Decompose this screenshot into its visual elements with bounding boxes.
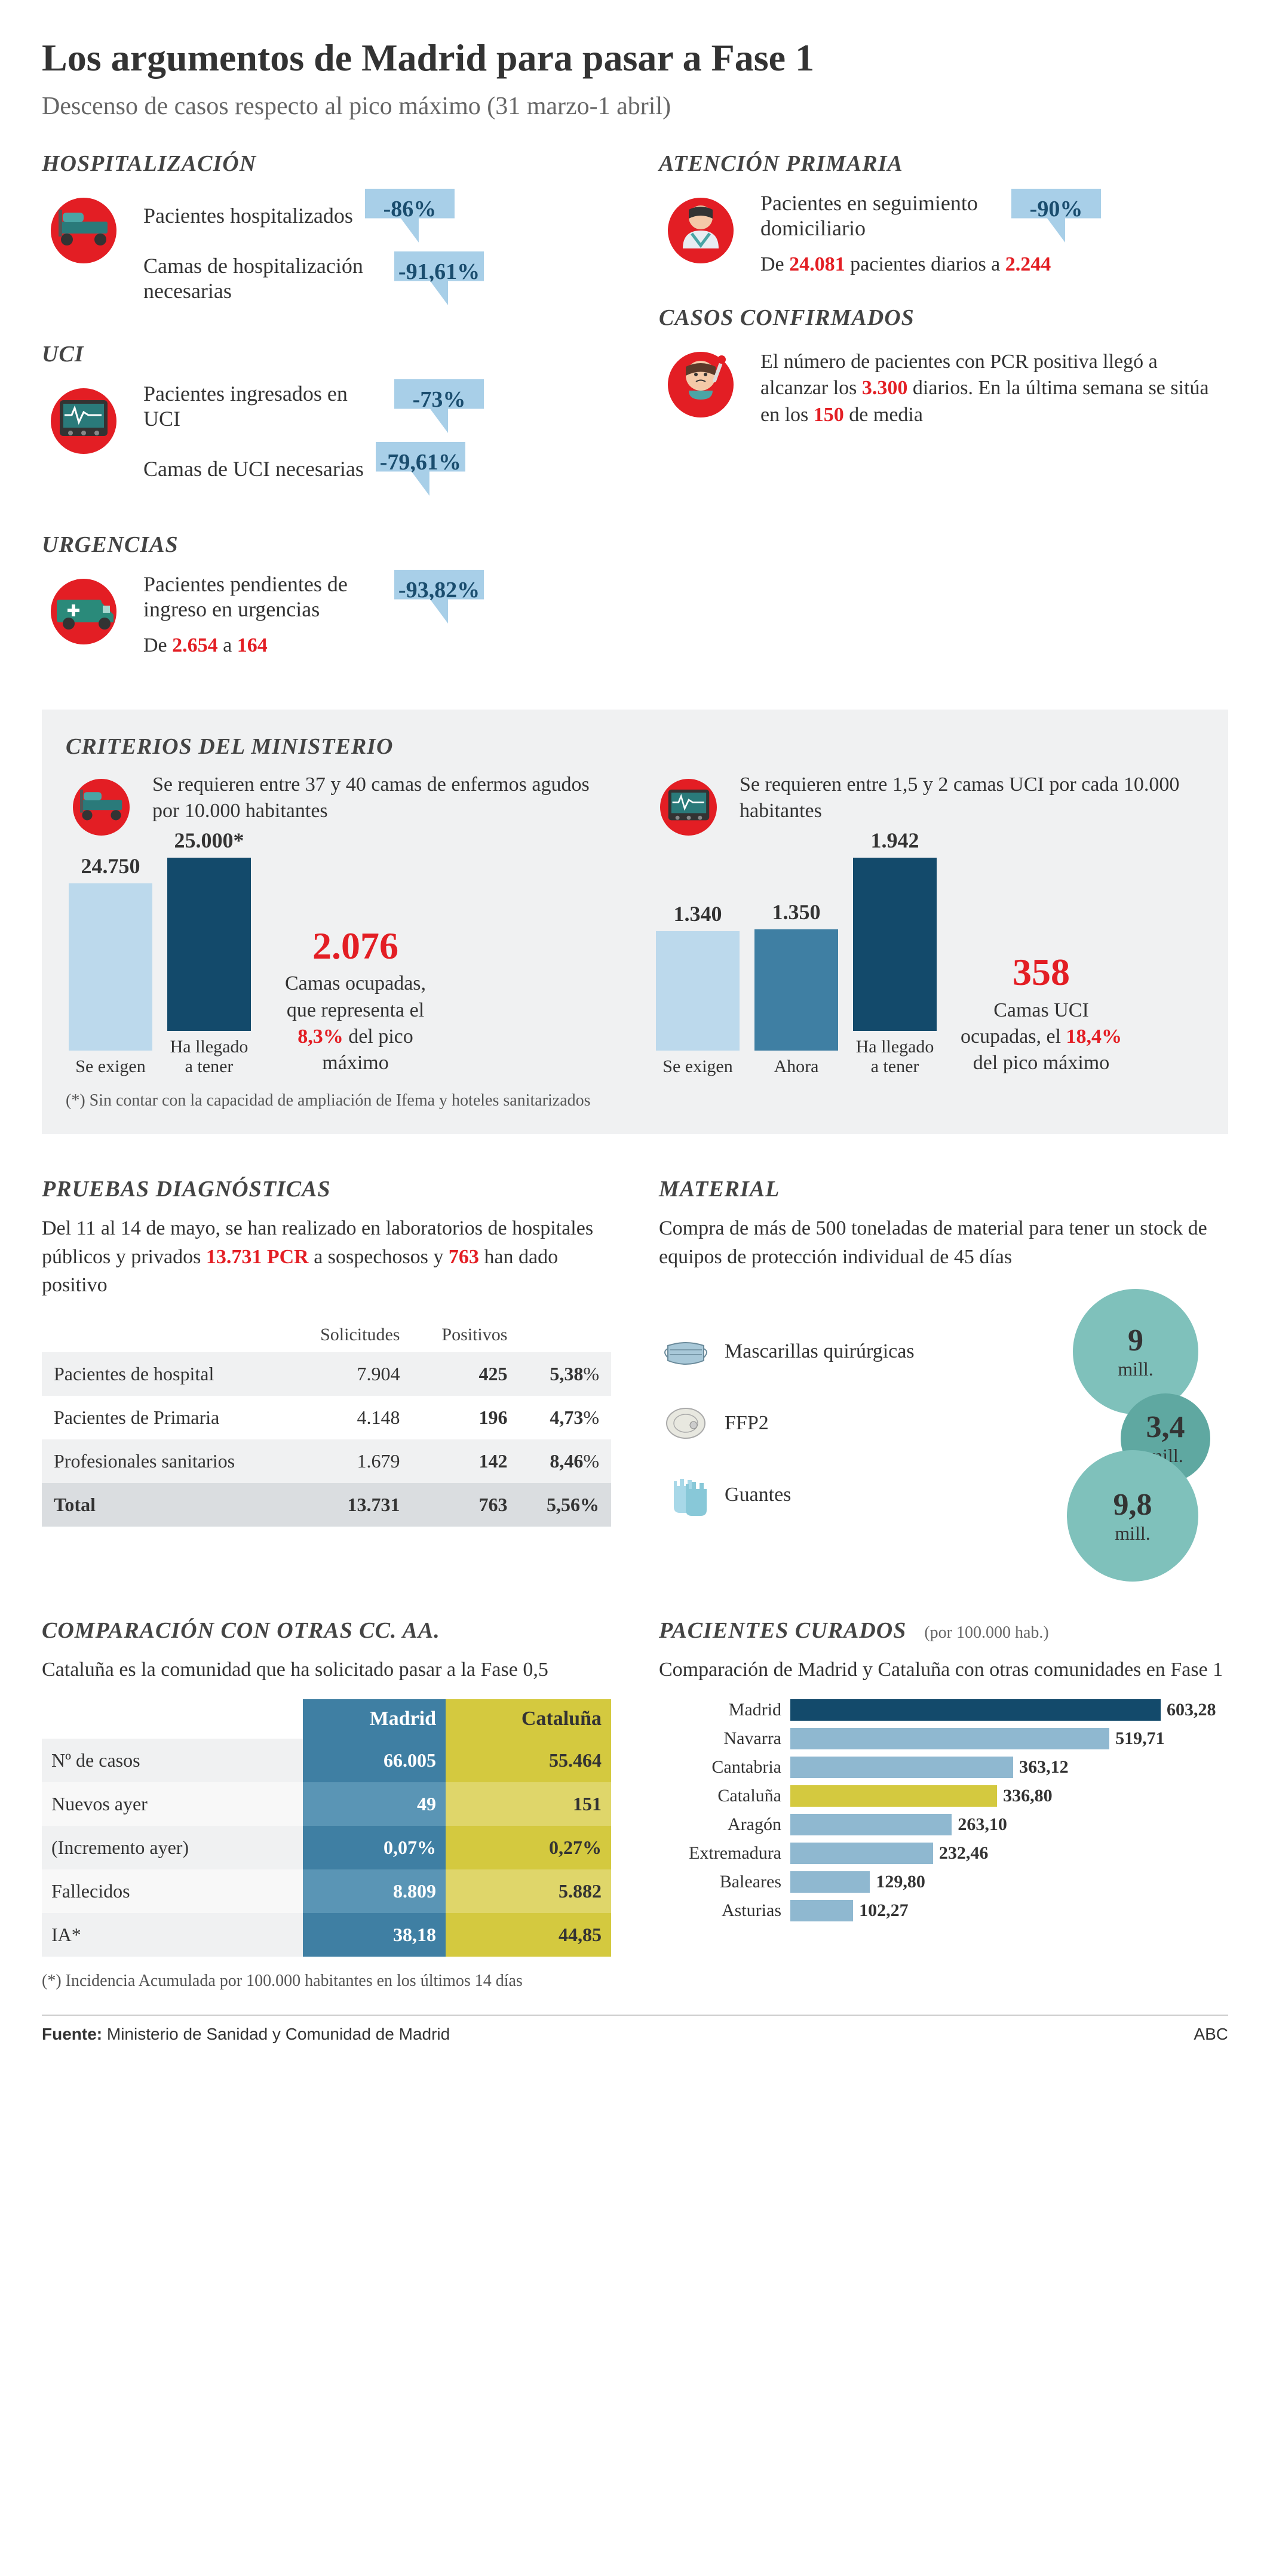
section-label: URGENCIAS bbox=[42, 532, 611, 558]
mask-icon bbox=[659, 1325, 713, 1378]
section-label: ATENCIÓN PRIMARIA bbox=[659, 151, 1228, 177]
bar: 1.942Ha llegado a tener bbox=[850, 828, 940, 1076]
material-circles: 9mill.3,4mill.9,8mill. bbox=[1001, 1289, 1228, 1576]
metric-row: Pacientes hospitalizados-86% bbox=[143, 189, 611, 242]
decline-arrow: -93,82% bbox=[394, 570, 484, 624]
metric-note: De 2.654 a 164 bbox=[143, 633, 611, 659]
criterio-block: Se requieren entre 37 y 40 camas de enfe… bbox=[66, 772, 617, 1110]
criterios-label: CRITERIOS DEL MINISTERIO bbox=[66, 733, 1204, 760]
bar: 1.340Se exigen bbox=[653, 901, 743, 1076]
criterio-stat: 2.076Camas ocupadas, que representa el 8… bbox=[272, 921, 439, 1076]
table-header: Positivos bbox=[412, 1318, 519, 1352]
criterio-stat: 358Camas UCI ocupadas, el 18,4% del pico… bbox=[958, 947, 1125, 1076]
comp-col-header: Madrid bbox=[303, 1699, 446, 1739]
material-label: MATERIAL bbox=[659, 1176, 1228, 1202]
hbar-row: Extremadura232,46 bbox=[659, 1843, 1228, 1864]
material-circle: 9,8mill. bbox=[1067, 1450, 1198, 1582]
curados-label: PACIENTES CURADOS bbox=[659, 1617, 906, 1644]
bar: 25.000*Ha llegado a tener bbox=[164, 828, 254, 1076]
sick-icon bbox=[659, 343, 743, 426]
decline-arrow: -91,61% bbox=[394, 251, 484, 305]
table-row: Pacientes de hospital7.9044255,38% bbox=[42, 1352, 611, 1396]
table-row: Nº de casos66.00555.464 bbox=[42, 1739, 611, 1782]
ffp2-icon bbox=[659, 1396, 713, 1450]
material-section: MATERIAL Compra de más de 500 toneladas … bbox=[659, 1176, 1228, 1576]
table-row: Pacientes de Primaria4.1481964,73% bbox=[42, 1396, 611, 1439]
hbar-row: Aragón263,10 bbox=[659, 1814, 1228, 1835]
page-subtitle: Descenso de casos respecto al pico máxim… bbox=[42, 92, 1228, 121]
curados-section: PACIENTES CURADOS (por 100.000 hab.) Com… bbox=[659, 1617, 1228, 1991]
metric-paragraph: El número de pacientes con PCR positiva … bbox=[760, 349, 1228, 428]
monitor-icon bbox=[653, 772, 725, 843]
table-header bbox=[519, 1318, 611, 1352]
comparacion-table: MadridCataluñaNº de casos66.00555.464Nue… bbox=[42, 1699, 611, 1957]
comparacion-intro: Cataluña es la comunidad que ha solicita… bbox=[42, 1656, 611, 1684]
curados-chart: Madrid603,28 Navarra519,71 Cantabria363,12… bbox=[659, 1699, 1228, 1921]
metric-row: Camas de hospitalización necesarias-91,6… bbox=[143, 251, 611, 305]
section-label: HOSPITALIZACIÓN bbox=[42, 151, 611, 177]
criterios-panel: CRITERIOS DEL MINISTERIO Se requieren en… bbox=[42, 710, 1228, 1134]
decline-section: HOSPITALIZACIÓN Pacientes hospitalizados-… bbox=[42, 151, 1228, 686]
pruebas-table: SolicitudesPositivos Pacientes de hospit… bbox=[42, 1318, 611, 1527]
curados-unit: (por 100.000 hab.) bbox=[924, 1623, 1048, 1642]
hbar-row: Navarra519,71 bbox=[659, 1728, 1228, 1749]
hbar-row: Madrid603,28 bbox=[659, 1699, 1228, 1721]
section-label: CASOS CONFIRMADOS bbox=[659, 305, 1228, 331]
decline-arrow: -79,61% bbox=[376, 442, 465, 496]
material-intro: Compra de más de 500 toneladas de materi… bbox=[659, 1214, 1228, 1271]
metric-row: Camas de UCI necesarias-79,61% bbox=[143, 442, 611, 496]
pruebas-intro: Del 11 al 14 de mayo, se han realizado e… bbox=[42, 1214, 611, 1300]
table-row: Nuevos ayer49151 bbox=[42, 1782, 611, 1826]
hbar-row: Asturias102,27 bbox=[659, 1900, 1228, 1921]
table-row: (Incremento ayer)0,07%0,27% bbox=[42, 1826, 611, 1869]
doctor-icon bbox=[659, 189, 743, 272]
decline-arrow: -90% bbox=[1011, 189, 1101, 242]
table-header: Solicitudes bbox=[288, 1318, 412, 1352]
comp-col-header: Cataluña bbox=[446, 1699, 611, 1739]
monitor-icon bbox=[42, 379, 125, 463]
comparacion-footnote: (*) Incidencia Acumulada por 100.000 hab… bbox=[42, 1972, 611, 1991]
bed-icon bbox=[42, 189, 125, 272]
metric-row: Pacientes ingresados en UCI-73% bbox=[143, 379, 611, 433]
table-row-total: Total13.7317635,56% bbox=[42, 1483, 611, 1527]
metric-note: De 24.081 pacientes diarios a 2.244 bbox=[760, 251, 1228, 278]
gloves-icon bbox=[659, 1468, 713, 1522]
pruebas-section: PRUEBAS DIAGNÓSTICAS Del 11 al 14 de may… bbox=[42, 1176, 611, 1576]
comparacion-section: COMPARACIÓN CON OTRAS CC. AA. Cataluña e… bbox=[42, 1617, 611, 1991]
hbar-row: Baleares129,80 bbox=[659, 1871, 1228, 1893]
decline-arrow: -86% bbox=[365, 189, 455, 242]
pruebas-label: PRUEBAS DIAGNÓSTICAS bbox=[42, 1176, 611, 1202]
criterio-footnote: (*) Sin contar con la capacidad de ampli… bbox=[66, 1091, 617, 1110]
section-label: UCI bbox=[42, 341, 611, 367]
material-item: Mascarillas quirúrgicas bbox=[659, 1325, 989, 1378]
table-row: IA*38,1844,85 bbox=[42, 1913, 611, 1957]
page-title: Los argumentos de Madrid para pasar a Fa… bbox=[42, 36, 1228, 80]
table-row: Fallecidos8.8095.882 bbox=[42, 1869, 611, 1913]
criterio-block: Se requieren entre 1,5 y 2 camas UCI por… bbox=[653, 772, 1204, 1110]
table-header bbox=[42, 1318, 288, 1352]
hbar-row: Cantabria363,12 bbox=[659, 1757, 1228, 1778]
ambulance-icon bbox=[42, 570, 125, 653]
bar: 24.750Se exigen bbox=[66, 853, 155, 1076]
material-item: Guantes bbox=[659, 1468, 989, 1522]
comparacion-label: COMPARACIÓN CON OTRAS CC. AA. bbox=[42, 1617, 611, 1644]
hbar-row: Cataluña336,80 bbox=[659, 1785, 1228, 1807]
metric-row: Pacientes pendientes de ingreso en urgen… bbox=[143, 570, 611, 624]
bar: 1.350Ahora bbox=[751, 899, 841, 1076]
curados-intro: Comparación de Madrid y Cataluña con otr… bbox=[659, 1656, 1228, 1684]
metric-row: Pacientes en seguimiento domiciliario-90… bbox=[760, 189, 1228, 242]
source-row: Fuente: Ministerio de Sanidad y Comunida… bbox=[42, 2015, 1228, 2044]
table-row: Profesionales sanitarios1.6791428,46% bbox=[42, 1439, 611, 1483]
decline-arrow: -73% bbox=[394, 379, 484, 433]
bed-icon bbox=[66, 772, 137, 843]
material-item: FFP2 bbox=[659, 1396, 989, 1450]
